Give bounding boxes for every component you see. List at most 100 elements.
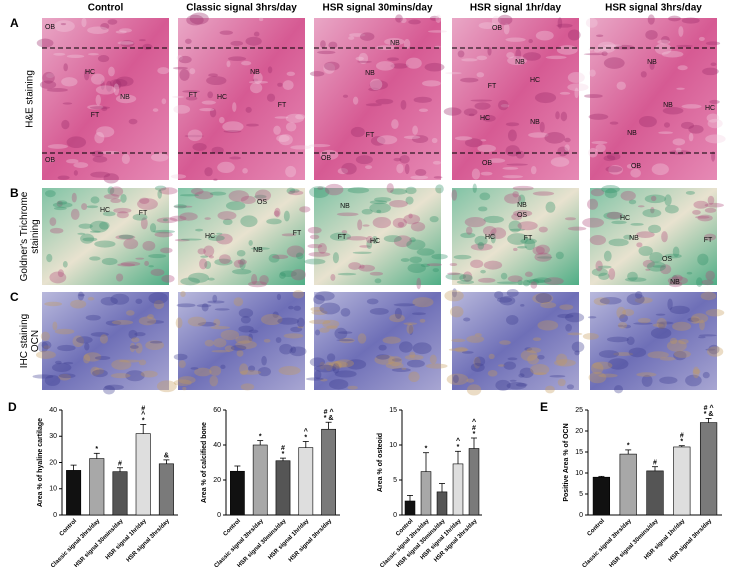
tissue-texture [105,80,113,92]
tissue-label: OS [517,212,527,219]
tissue-texture [314,291,335,301]
tissue-texture [555,111,560,120]
tissue-texture [480,269,486,274]
tissue-texture [187,316,207,327]
tissue-texture [142,240,156,251]
tissue-texture [512,191,519,198]
bar [230,470,245,516]
tissue-texture [502,167,519,170]
tissue-texture [595,143,606,153]
significance-label: * [282,451,285,458]
tissue-texture [173,205,193,208]
tissue-texture [85,314,101,321]
tissue-label: FT [278,102,287,109]
tissue-texture [452,288,457,298]
tissue-label: OB [631,163,641,170]
y-tick-label: 60 [213,407,221,414]
tissue-texture [591,362,604,375]
tissue-texture [310,306,325,312]
tissue-texture [494,291,504,299]
tissue-texture [406,239,426,250]
tissue-texture [376,209,382,214]
tissue-texture [176,303,196,308]
tissue-texture [403,322,418,326]
tissue-texture [187,129,203,142]
y-tick-label: 5 [579,491,583,498]
tissue-texture [507,357,518,361]
tissue-texture [219,254,231,265]
tissue-texture [637,317,651,324]
tissue-texture [400,99,407,110]
tissue-texture [699,319,705,331]
bar [112,471,128,516]
tissue-label: OB [45,157,55,164]
tissue-label: NB [663,102,673,109]
tissue-texture [691,313,709,324]
tissue-texture [94,355,111,360]
tissue-texture [488,353,495,360]
tissue-texture [117,263,136,267]
x-tick-label: Classic signal 3hrs/day [50,518,102,567]
tissue-texture [532,191,555,196]
histology-image [42,292,169,390]
tissue-texture [268,253,280,263]
tissue-texture [138,359,147,366]
tissue-texture [518,373,525,378]
tissue-texture [174,238,190,242]
tissue-texture [314,329,321,336]
tissue-texture [707,346,724,357]
x-tick-label: HSR signal 3hrs/day [288,518,334,564]
tissue-texture [706,113,720,123]
tissue-texture [54,328,75,335]
tissue-texture [73,170,78,176]
tissue-texture [408,324,414,336]
tissue-texture [350,126,365,138]
tissue-texture [451,338,466,343]
tissue-texture [480,171,493,176]
tissue-texture [157,189,162,199]
tissue-texture [620,190,636,201]
tissue-texture [366,236,374,244]
tissue-texture [615,44,635,50]
tissue-texture [147,314,154,320]
tissue-texture [671,274,679,284]
tissue-texture [101,106,108,112]
tissue-texture [341,162,357,175]
tissue-texture [477,144,496,153]
tissue-texture [210,326,230,330]
tissue-label: NB [253,247,263,254]
tissue-texture [500,104,510,108]
tissue-label: NB [365,70,375,77]
x-tick-label: Control [587,518,607,538]
tissue-texture [220,364,226,370]
tissue-texture [474,235,488,246]
bar [420,471,432,516]
tissue-texture [63,361,74,365]
tissue-texture [229,156,242,160]
tissue-texture [597,41,616,53]
tissue-label: FT [704,237,713,244]
tissue-texture [309,71,325,77]
tissue-label: OB [45,24,55,31]
tissue-texture [616,81,626,90]
tissue-texture [145,340,165,351]
tissue-texture [130,345,139,349]
row-letter: B [10,186,19,200]
bar [66,470,82,516]
tissue-texture [309,319,331,325]
tissue-texture [460,77,479,83]
tissue-texture [444,290,464,302]
tissue-texture [666,340,687,352]
tissue-texture [179,194,200,197]
tissue-texture [239,363,249,376]
tissue-texture [400,17,407,23]
histology-image [590,292,717,390]
tissue-texture [695,215,710,219]
tissue-texture [374,197,392,203]
tissue-texture [240,383,255,391]
y-tick-label: 0 [217,512,221,519]
tissue-texture [513,247,518,252]
y-tick-label: 5 [393,477,397,484]
tissue-texture [698,334,717,337]
tissue-texture [51,363,72,372]
